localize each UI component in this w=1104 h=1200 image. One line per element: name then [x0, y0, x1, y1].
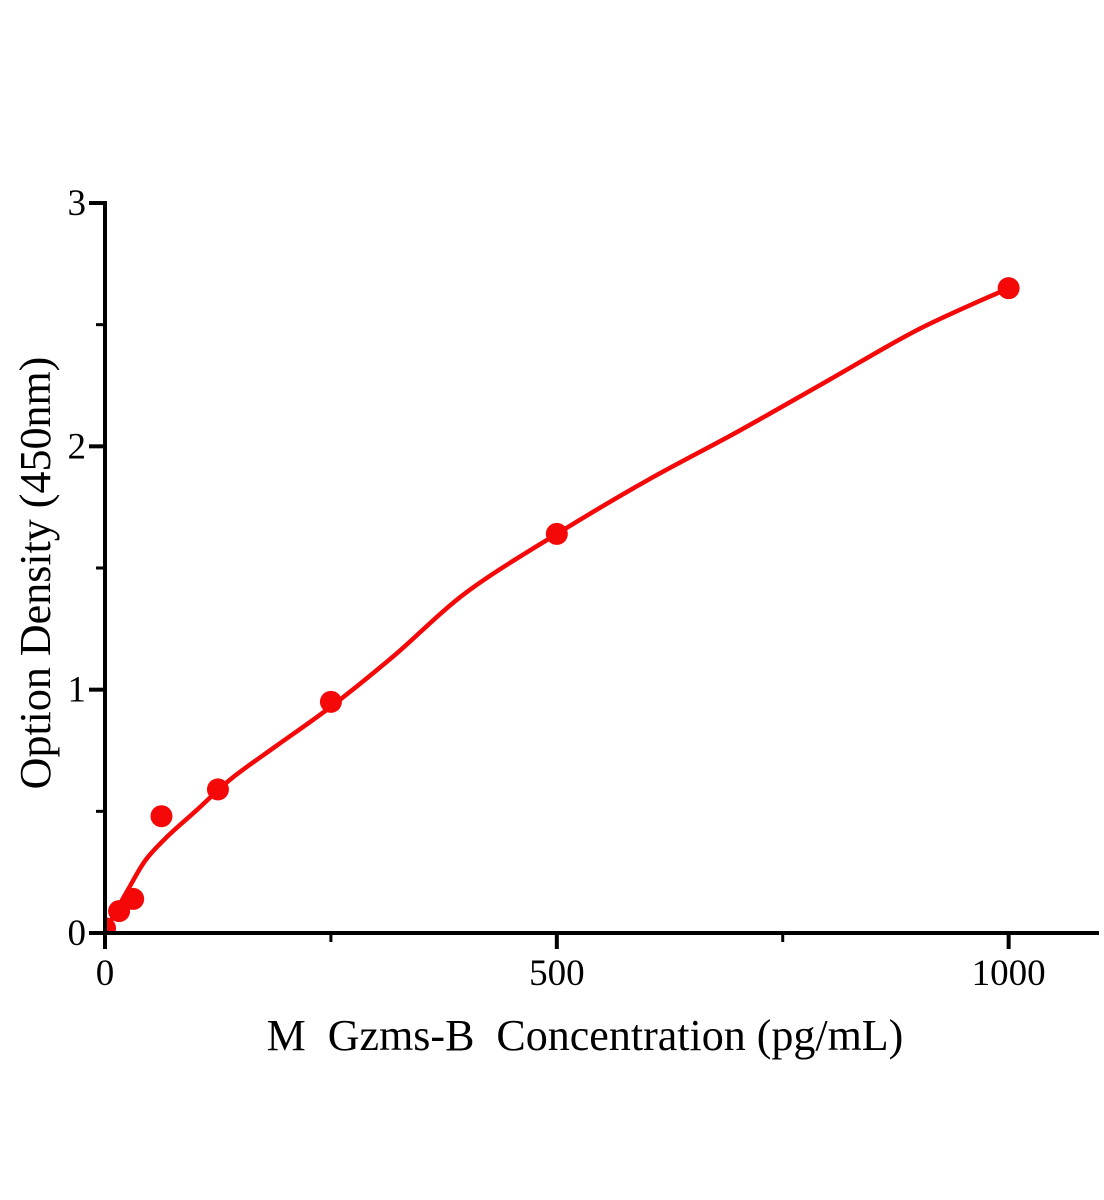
y-axis-title: Option Density (450nm)	[11, 357, 60, 790]
y-tick-label: 2	[68, 426, 87, 467]
x-tick-label: 500	[529, 953, 585, 994]
y-tick-label: 1	[68, 670, 87, 711]
data-point	[997, 277, 1020, 300]
data-point	[122, 887, 145, 910]
data-point	[150, 805, 173, 828]
data-point	[545, 522, 568, 545]
x-tick-label: 0	[96, 953, 115, 994]
y-tick-label: 0	[68, 913, 87, 954]
data-point	[319, 690, 342, 713]
data-point	[107, 917, 116, 931]
fit-curve	[107, 286, 1010, 931]
data-point	[206, 778, 229, 801]
x-axis-title: M Gzms-B Concentration (pg/mL)	[267, 1011, 904, 1060]
axes-layer: 0 500 1000 0 1 2 3	[68, 183, 1099, 994]
y-tick-label: 3	[68, 183, 87, 224]
x-tick-label: 1000	[972, 953, 1046, 994]
series-layer	[107, 277, 1020, 931]
